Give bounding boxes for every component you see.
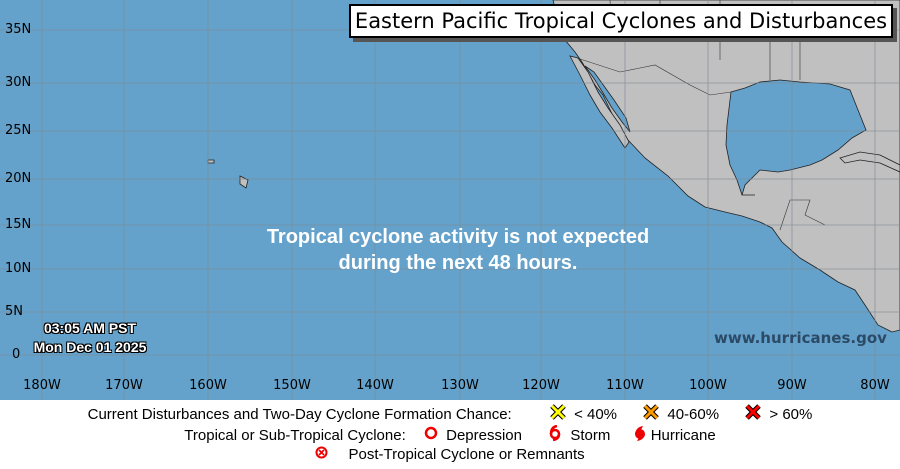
map-title: Eastern Pacific Tropical Cyclones and Di… xyxy=(349,4,893,38)
legend-disturbances-label: Current Disturbances and Two-Day Cyclone… xyxy=(87,405,512,423)
gulf-of-mexico xyxy=(725,79,867,196)
outlook-message-line-1: Tropical cyclone activity is not expecte… xyxy=(266,226,650,248)
longitude-label: 100W xyxy=(689,378,727,393)
storm-icon xyxy=(548,424,562,445)
latitude-label: 10N xyxy=(5,261,32,276)
latitude-label: 35N xyxy=(5,22,32,37)
legend-high: > 60% xyxy=(769,405,813,423)
latitude-label: 25N xyxy=(5,123,32,138)
cuba xyxy=(839,151,900,173)
timestamp-date: Mon Dec 01 2025 xyxy=(33,339,147,355)
longitude-label: 170W xyxy=(105,378,143,393)
website-link[interactable]: www.hurricanes.gov xyxy=(714,329,887,347)
legend-disturbances: Current Disturbances and Two-Day Cyclone… xyxy=(0,404,900,424)
longitude-label: 110W xyxy=(606,378,644,393)
longitude-label: 160W xyxy=(189,378,227,393)
legend-storm: Storm xyxy=(570,426,611,444)
longitude-label: 180W xyxy=(23,378,61,393)
longitude-label: 130W xyxy=(441,378,479,393)
latitude-label: 5N xyxy=(5,304,23,319)
timestamp-time: 03:05 AM PST xyxy=(43,320,137,336)
map xyxy=(0,0,900,400)
legend-cyclones: Tropical or Sub-Tropical Cyclone: Depres… xyxy=(0,424,900,445)
legend-hurricane: Hurricane xyxy=(650,426,716,444)
x-yellow-icon xyxy=(550,404,566,424)
water-bodies xyxy=(584,65,867,196)
latitude-label: 30N xyxy=(5,75,32,90)
longitude-label: 90W xyxy=(777,378,807,393)
longitude-label: 120W xyxy=(522,378,560,393)
x-orange-icon xyxy=(643,404,659,424)
legend-cyclone-label: Tropical or Sub-Tropical Cyclone: xyxy=(184,426,406,444)
post-tropical-icon xyxy=(315,446,328,463)
hurricane-icon xyxy=(633,425,647,445)
legend-depression: Depression xyxy=(446,426,522,444)
gulf-of-california xyxy=(584,65,631,133)
legend-post-tropical-label: Post-Tropical Cyclone or Remnants xyxy=(348,445,585,463)
latitude-label: 20N xyxy=(5,171,32,186)
grid-lines xyxy=(0,0,900,400)
baja-california xyxy=(569,55,630,149)
legend-medium: 40-60% xyxy=(667,405,720,423)
legend-post-tropical: Post-Tropical Cyclone or Remnants xyxy=(0,445,900,463)
longitude-label: 140W xyxy=(356,378,394,393)
legend-low: < 40% xyxy=(574,405,618,423)
latitude-label: 0 xyxy=(12,347,21,362)
longitude-label: 150W xyxy=(273,378,311,393)
latitude-label: 15N xyxy=(5,217,32,232)
depression-icon xyxy=(424,426,438,444)
longitude-label: 80W xyxy=(860,378,890,393)
outlook-message-line-2: during the next 48 hours. xyxy=(338,252,578,274)
x-red-icon xyxy=(745,404,762,424)
